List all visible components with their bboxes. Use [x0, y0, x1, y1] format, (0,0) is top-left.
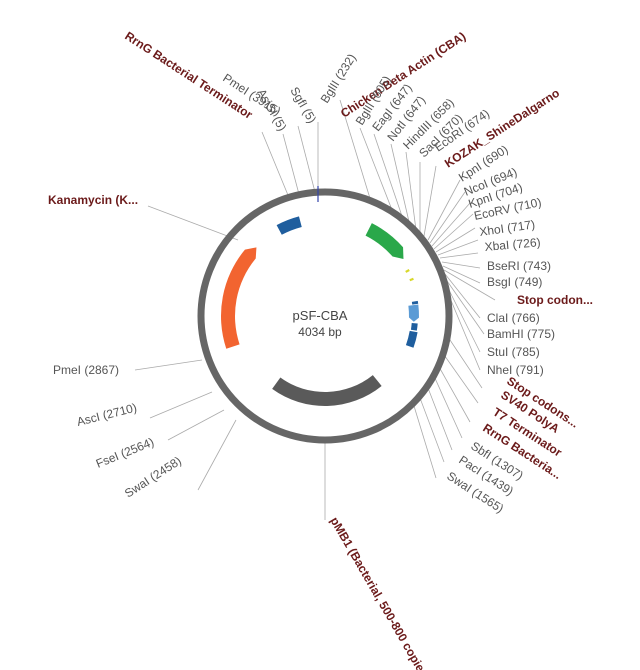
site-label: XbaI (726)	[484, 235, 541, 254]
feature-arc	[405, 330, 418, 348]
plasmid-backbone	[197, 188, 453, 444]
feature-label-kanamycin: Kanamycin (K...	[48, 193, 138, 207]
feature-arc	[365, 223, 404, 259]
feature-arc	[410, 322, 418, 331]
site-label: SgfI (5)	[287, 85, 319, 126]
leader-lines	[134, 99, 496, 520]
feature-arcs	[221, 216, 419, 406]
feature-label-pmb1: pMB1 (Bacterial, 500-800 copies)	[327, 515, 432, 670]
plasmid-size: 4034 bp	[298, 325, 342, 339]
site-label: ClaI (766)	[487, 311, 540, 325]
site-label: NheI (791)	[487, 363, 544, 377]
site-label: BseRI (743)	[487, 259, 551, 273]
feature-label-stop-codon-1: Stop codon...	[517, 293, 593, 307]
feature-arc	[408, 304, 419, 322]
plasmid-name: pSF-CBA	[293, 308, 348, 323]
feature-arc	[272, 375, 382, 406]
feature-arc	[411, 300, 419, 305]
feature-arc	[409, 277, 414, 282]
site-label: BamHI (775)	[487, 327, 555, 341]
site-label: SwaI (2458)	[122, 454, 184, 501]
site-label: BglII (232)	[318, 51, 359, 105]
feature-arc	[276, 216, 302, 235]
site-label: BsgI (749)	[487, 275, 542, 289]
feature-arc	[405, 268, 410, 273]
site-label: PmeI (2867)	[53, 363, 119, 377]
site-label: FseI (2564)	[94, 435, 156, 471]
site-label: StuI (785)	[487, 345, 540, 359]
feature-arc	[221, 247, 257, 349]
site-label: AscI (2710)	[75, 400, 138, 428]
